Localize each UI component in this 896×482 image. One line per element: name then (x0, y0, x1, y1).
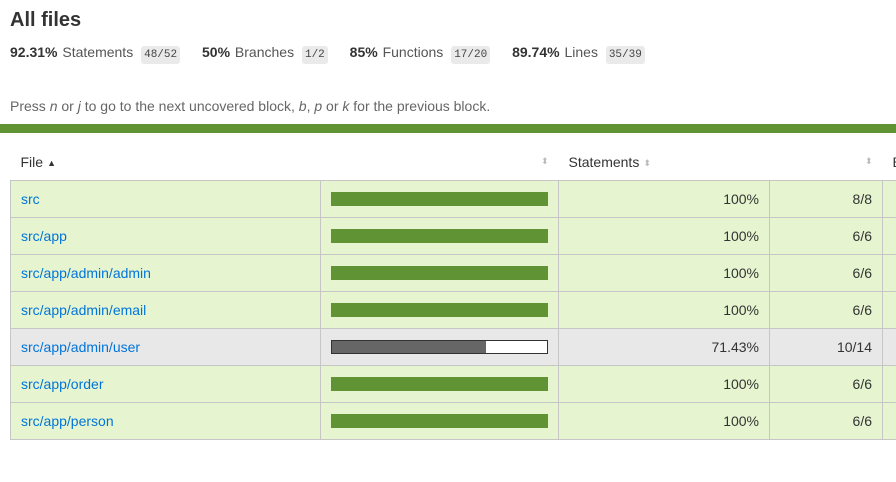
coverage-status-bar (0, 124, 896, 133)
branches-cell (882, 291, 896, 329)
statements-pct: 100% (558, 254, 770, 292)
file-link[interactable]: src/app (21, 228, 67, 244)
coverage-bar-fill (332, 304, 547, 316)
header-branches[interactable]: B (883, 143, 896, 181)
summary-fraction: 48/52 (141, 46, 181, 64)
table-row: src/app/admin/email 100% 6/6 (10, 291, 896, 329)
statements-pct: 100% (558, 291, 770, 329)
statements-fraction: 6/6 (769, 217, 883, 255)
summary-pct: 92.31% (10, 44, 58, 60)
file-cell: src/app/order (10, 365, 321, 403)
table-header-row: File▲ ⬍ Statements⬍ ⬍ B (11, 143, 896, 181)
coverage-bar-cell (320, 365, 559, 403)
statements-pct: 100% (558, 180, 770, 218)
coverage-bar-cell (320, 328, 559, 366)
file-link[interactable]: src/app/person (21, 413, 114, 429)
summary-label: Statements (62, 44, 134, 60)
coverage-bar (331, 377, 548, 391)
statements-fraction: 8/8 (769, 180, 883, 218)
sort-icon: ⬍ (643, 157, 651, 168)
coverage-bar-cell (320, 291, 559, 329)
header-file[interactable]: File ▲ (20, 153, 56, 170)
coverage-bar (331, 414, 548, 428)
branches-cell (882, 402, 896, 440)
table-row: src/app/person 100% 6/6 (10, 402, 896, 440)
sort-icon: ⬍ (540, 156, 549, 166)
file-link[interactable]: src/app/order (21, 376, 104, 392)
summary-fraction: 1/2 (301, 46, 328, 64)
statements-fraction: 6/6 (769, 402, 883, 440)
table-row: src/app/admin/user 71.43% 10/14 (10, 328, 896, 366)
file-cell: src (10, 180, 321, 218)
file-cell: src/app (10, 217, 321, 255)
statements-pct: 100% (558, 217, 770, 255)
statements-fraction: 6/6 (769, 291, 883, 329)
header-statements-fraction[interactable]: ⬍ (770, 143, 883, 181)
coverage-bar-cell (320, 254, 559, 292)
branches-cell (882, 365, 896, 403)
table-row: src/app/admin/admin 100% 6/6 (10, 254, 896, 292)
statements-fraction: 10/14 (769, 328, 883, 366)
summary-label: Functions (382, 44, 444, 60)
coverage-bar-cell (320, 217, 559, 255)
table-row: src/app/order 100% 6/6 (10, 365, 896, 403)
file-link[interactable]: src/app/admin/email (21, 302, 147, 318)
branches-cell (882, 328, 896, 366)
sort-ascending-icon: ▲ (47, 157, 56, 168)
coverage-bar-fill (332, 267, 547, 279)
branches-cell (882, 217, 896, 255)
table-row: src/app 100% 6/6 (10, 217, 896, 255)
file-cell: src/app/person (10, 402, 321, 440)
coverage-bar-cell (320, 402, 559, 440)
summary-fraction: 17/20 (451, 46, 491, 64)
statements-pct: 71.43% (558, 328, 770, 366)
coverage-bar (331, 340, 548, 354)
statements-fraction: 6/6 (769, 254, 883, 292)
file-link[interactable]: src (21, 191, 40, 207)
summary-lines: 89.74% Lines 35/39 (512, 43, 645, 64)
statements-fraction: 6/6 (769, 365, 883, 403)
file-cell: src/app/admin/user (10, 328, 321, 366)
coverage-bar-fill (332, 415, 547, 427)
summary-functions: 85% Functions 17/20 (350, 43, 491, 64)
file-cell: src/app/admin/admin (10, 254, 321, 292)
header-file-bar[interactable]: ⬍ (321, 143, 559, 181)
coverage-bar (331, 266, 548, 280)
summary-pct: 50% (202, 44, 231, 60)
summary-label: Branches (234, 44, 295, 60)
coverage-table-container: File▲ ⬍ Statements⬍ ⬍ B src100%8/8src/ap… (10, 143, 896, 440)
coverage-table-body: src 100% 8/8 src/app 100% 6/6 src/app/admin/ad… (10, 180, 896, 440)
coverage-summary: 92.31% Statements 48/52 50% Branches 1/2… (10, 43, 663, 64)
statements-pct: 100% (558, 365, 770, 403)
coverage-table: File▲ ⬍ Statements⬍ ⬍ B src100%8/8src/ap… (10, 143, 896, 440)
file-link[interactable]: src/app/admin/admin (21, 265, 151, 281)
coverage-bar (331, 229, 548, 243)
coverage-bar-fill (332, 378, 547, 390)
header-statements[interactable]: Statements ⬍ (568, 153, 651, 170)
coverage-bar (331, 303, 548, 317)
file-link[interactable]: src/app/admin/user (21, 339, 141, 355)
coverage-bar-fill (332, 341, 486, 353)
summary-pct: 89.74% (512, 44, 560, 60)
summary-pct: 85% (349, 44, 378, 60)
coverage-bar (331, 192, 548, 206)
file-cell: src/app/admin/email (10, 291, 321, 329)
branches-cell (882, 180, 896, 218)
statements-pct: 100% (558, 402, 770, 440)
keyboard-help: Press n or j to go to the next uncovered… (10, 98, 491, 114)
coverage-bar-cell (320, 180, 559, 218)
summary-fraction: 35/39 (605, 46, 645, 64)
summary-statements: 92.31% Statements 48/52 (10, 43, 181, 64)
summary-branches: 50% Branches 1/2 (202, 43, 328, 64)
coverage-bar-fill (332, 193, 547, 205)
table-row: src 100% 8/8 (10, 180, 896, 218)
coverage-bar-fill (332, 230, 547, 242)
sort-icon: ⬍ (864, 156, 873, 166)
page-title: All files (10, 9, 82, 31)
summary-label: Lines (564, 44, 598, 60)
branches-cell (882, 254, 896, 292)
